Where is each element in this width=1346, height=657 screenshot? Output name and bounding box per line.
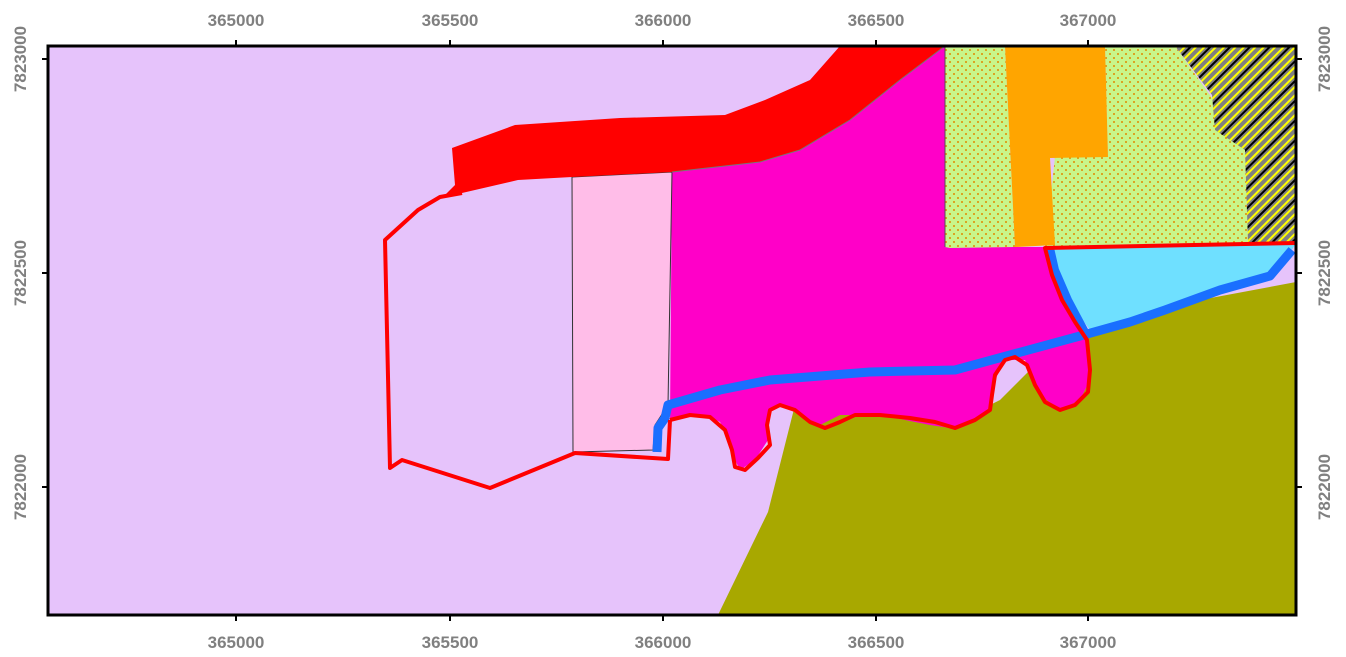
contact-line-ne xyxy=(671,46,946,173)
olive-unit xyxy=(718,282,1296,615)
y-tick-label-right: 7822000 xyxy=(1315,454,1334,520)
hatched-unit xyxy=(1175,46,1296,243)
orange-block xyxy=(1005,46,1108,247)
red-band xyxy=(445,46,945,195)
light-pink-strip xyxy=(571,171,673,453)
x-tick-label-bottom: 366000 xyxy=(635,633,692,652)
x-tick-label-bottom: 366500 xyxy=(848,633,905,652)
blue-channel xyxy=(652,247,1296,453)
y-ticks-right xyxy=(1296,58,1302,488)
x-tick-label-top: 366000 xyxy=(635,11,692,30)
x-tick-label-top: 367000 xyxy=(1060,11,1117,30)
map-frame xyxy=(46,44,1298,617)
x-ticks-bottom xyxy=(235,615,1089,621)
y-ticks-left xyxy=(42,58,48,488)
x-tick-label-top: 365500 xyxy=(422,11,479,30)
y-tick-label-left: 7822500 xyxy=(11,240,30,306)
x-ticks-top xyxy=(235,40,1089,46)
x-tick-label-top: 365000 xyxy=(208,11,265,30)
x-tick-label-bottom: 367000 xyxy=(1060,633,1117,652)
blue-channel-branch xyxy=(1046,247,1089,334)
y-tick-label-left: 7823000 xyxy=(11,26,30,92)
y-tick-label-right: 7822500 xyxy=(1315,240,1334,306)
red-boundary-west xyxy=(383,191,672,490)
dotted-green-unit-east xyxy=(1045,46,1248,247)
y-tick-label-right: 7823000 xyxy=(1315,26,1334,92)
light-cyan-unit xyxy=(1045,243,1296,330)
red-boundary-south xyxy=(669,241,1296,472)
x-tick-label-top: 366500 xyxy=(848,11,905,30)
dotted-green-unit xyxy=(945,46,1015,248)
x-tick-label-bottom: 365000 xyxy=(208,633,265,652)
x-tick-label-bottom: 365500 xyxy=(422,633,479,652)
y-tick-label-left: 7822000 xyxy=(11,454,30,520)
